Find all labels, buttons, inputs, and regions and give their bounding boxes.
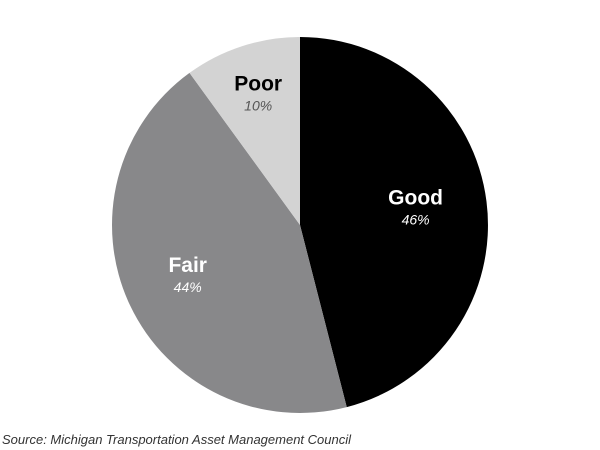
slice-label-poor: Poor (234, 72, 282, 95)
pie-labels: Good 46% Fair 44% Poor 10% (168, 72, 443, 294)
slice-value-good: 46% (402, 211, 430, 227)
slice-value-poor: 10% (244, 97, 272, 113)
pie-slices (112, 37, 488, 413)
slice-value-fair: 44% (174, 279, 202, 295)
pie-chart: Good 46% Fair 44% Poor 10% (112, 37, 488, 413)
pie-slice-poor (189, 37, 300, 225)
slice-label-fair: Fair (168, 254, 207, 277)
source-note: Source: Michigan Transportation Asset Ma… (2, 432, 352, 447)
pie-slice-fair (112, 72, 347, 413)
slice-label-good: Good (388, 186, 443, 209)
pie-slice-good (300, 37, 488, 408)
